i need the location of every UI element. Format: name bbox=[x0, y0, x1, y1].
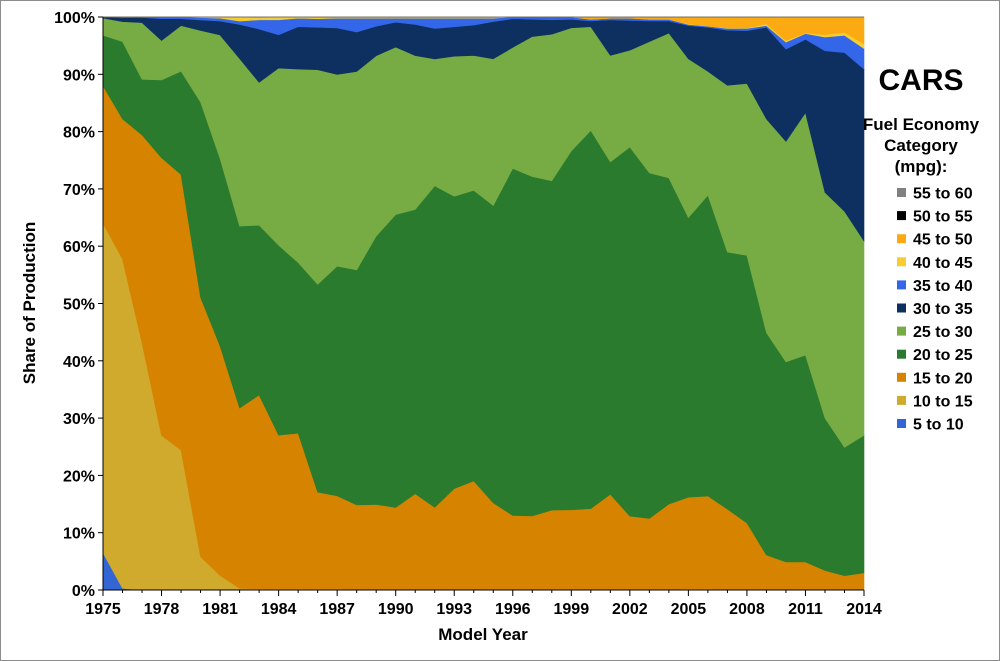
legend-label: 35 to 40 bbox=[913, 278, 973, 295]
stacked-areas bbox=[102, 16, 865, 591]
legend-title-line-1: Fuel Economy bbox=[863, 115, 980, 134]
x-tick-label: 1999 bbox=[554, 601, 590, 618]
y-tick-label: 50% bbox=[63, 297, 95, 314]
legend-swatch bbox=[897, 303, 906, 313]
y-tick-label: 20% bbox=[63, 468, 95, 485]
legend-swatch bbox=[897, 211, 906, 221]
legend-label: 50 to 55 bbox=[913, 209, 973, 226]
legend-label: 5 to 10 bbox=[913, 417, 964, 434]
legend-items: 55 to 60 50 to 55 45 to 50 40 to 45 35 to 40… bbox=[897, 186, 973, 434]
legend-label: 30 to 35 bbox=[913, 301, 973, 318]
legend-swatch bbox=[897, 419, 906, 428]
legend-label: 10 to 15 bbox=[913, 393, 973, 410]
x-tick-label: 1981 bbox=[202, 601, 238, 618]
legend-label: 55 to 60 bbox=[913, 186, 973, 203]
legend: Fuel Economy Category (mpg): 55 to 60 50 … bbox=[863, 115, 980, 434]
legend-title-line-2: Category bbox=[884, 136, 958, 155]
legend-swatch bbox=[897, 349, 906, 359]
y-tick-label: 90% bbox=[63, 67, 95, 84]
legend-label: 25 to 30 bbox=[913, 324, 973, 341]
y-tick-label: 100% bbox=[54, 10, 95, 27]
legend-swatch bbox=[897, 372, 906, 382]
legend-swatch bbox=[897, 395, 906, 405]
y-tick-label: 80% bbox=[63, 125, 95, 142]
legend-swatch bbox=[897, 326, 906, 336]
x-tick-label: 1990 bbox=[378, 601, 414, 618]
x-tick-label: 1996 bbox=[495, 601, 531, 618]
axes bbox=[98, 16, 865, 596]
legend-title-line-3: (mpg): bbox=[895, 157, 948, 176]
x-tick-label: 1978 bbox=[144, 601, 180, 618]
x-tick-label: 2005 bbox=[671, 601, 707, 618]
legend-label: 45 to 50 bbox=[913, 232, 973, 249]
legend-label: 20 to 25 bbox=[913, 347, 973, 364]
chart-title: CARS bbox=[878, 64, 963, 97]
legend-swatch bbox=[897, 234, 906, 244]
legend-swatch bbox=[897, 280, 906, 290]
legend-swatch bbox=[897, 257, 906, 267]
y-tick-label: 0% bbox=[72, 583, 95, 600]
x-axis-title: Model Year bbox=[438, 625, 528, 644]
y-tick-label: 70% bbox=[63, 182, 95, 199]
y-tick-label: 30% bbox=[63, 411, 95, 428]
x-tick-label: 2014 bbox=[846, 601, 882, 618]
x-tick-label: 2008 bbox=[729, 601, 765, 618]
y-tick-label: 40% bbox=[63, 354, 95, 371]
x-tick-label: 1987 bbox=[319, 601, 355, 618]
x-tick-label: 1975 bbox=[85, 601, 121, 618]
y-tick-labels: 0% 10% 20% 30% 40% 50% 60% 70% 80% 90% 100% bbox=[54, 10, 95, 600]
legend-label: 40 to 45 bbox=[913, 255, 973, 272]
x-tick-label: 1984 bbox=[261, 601, 297, 618]
x-tick-label: 2011 bbox=[788, 601, 823, 618]
x-tick-label: 1993 bbox=[436, 601, 472, 618]
x-tick-label: 2002 bbox=[612, 601, 648, 618]
y-tick-label: 10% bbox=[63, 526, 95, 543]
y-axis-title: Share of Production bbox=[20, 222, 39, 384]
y-tick-label: 60% bbox=[63, 239, 95, 256]
legend-label: 15 to 20 bbox=[913, 370, 973, 387]
x-tick-labels: 1975 1978 1981 1984 1987 1990 1993 1996 1999 2002… bbox=[85, 601, 882, 618]
legend-swatch bbox=[897, 188, 906, 197]
